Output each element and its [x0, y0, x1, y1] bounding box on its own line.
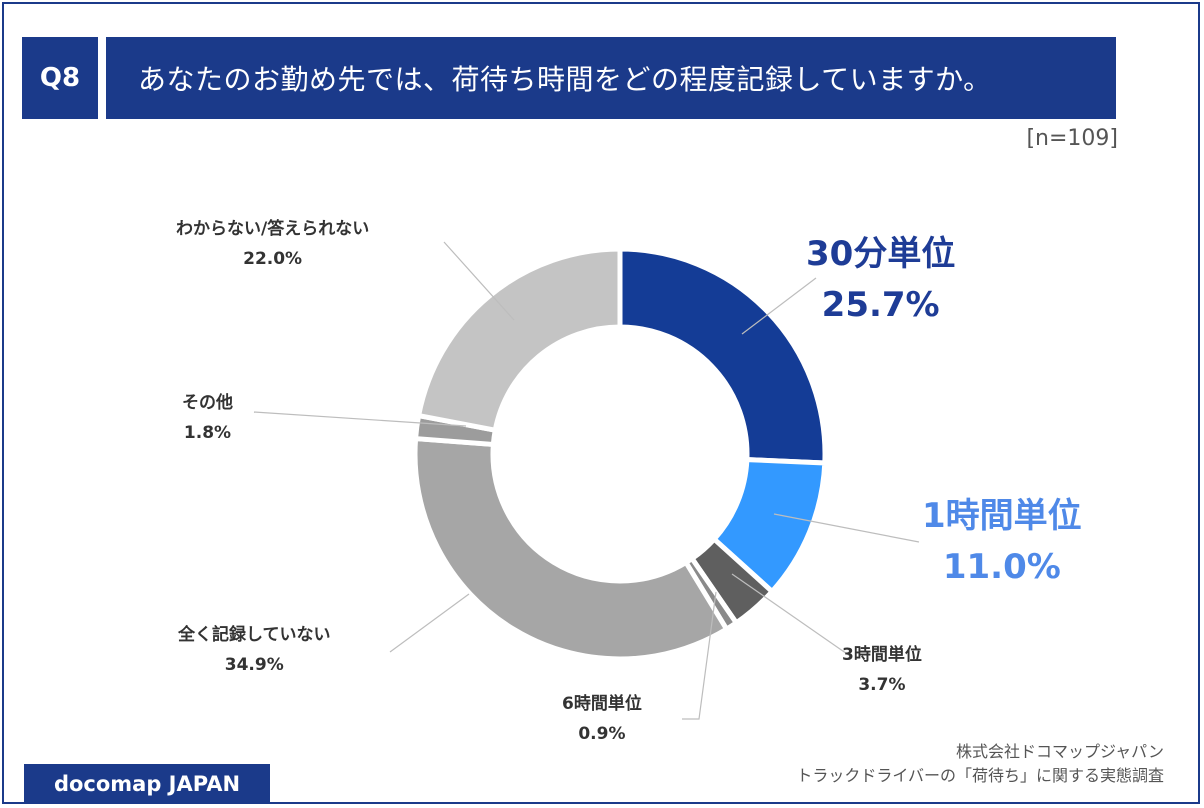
slice-label-3hour: 3時間単位 3.7%	[842, 640, 922, 695]
slice-label-unknown: わからない/答えられない 22.0%	[176, 214, 369, 269]
slice-name: 6時間単位	[562, 694, 642, 714]
company-logo: docomap JAPAN	[24, 764, 270, 802]
leader-line-3hour	[731, 573, 851, 657]
leader-line-6hour	[682, 591, 717, 720]
credit-company: 株式会社ドコマップジャパン	[955, 742, 1164, 761]
slice-percent: 11.0%	[942, 547, 1061, 587]
slice-name: わからない/答えられない	[176, 219, 370, 239]
slice-percent: 22.0%	[243, 249, 303, 269]
slice-name: 30分単位	[806, 234, 956, 274]
slice-label-not-recorded: 全く記録していない 34.9%	[178, 620, 331, 675]
slice-percent: 3.7%	[858, 675, 906, 695]
question-title: あなたのお勤め先では、荷待ち時間をどの程度記録していますか。	[106, 37, 1116, 119]
slice-unknown	[415, 246, 623, 434]
slice-30min	[617, 246, 828, 466]
leader-line-unknown	[443, 241, 515, 321]
slice-name: 1時間単位	[922, 496, 1082, 536]
slice-percent: 0.9%	[578, 724, 626, 744]
slice-percent: 1.8%	[183, 423, 232, 443]
leader-line-1hour	[773, 513, 920, 543]
slice-name: 全く記録していない	[178, 625, 331, 645]
slice-name: その他	[182, 393, 233, 413]
leader-line-not-recorded	[389, 593, 470, 653]
leader-line-30min	[741, 277, 817, 335]
slice-label-other: その他 1.8%	[182, 388, 233, 443]
slice-label-1hour: 1時間単位 11.0%	[922, 488, 1082, 587]
slice-not-recorded	[412, 435, 730, 662]
slice-label-30min: 30分単位 25.7%	[806, 226, 955, 325]
slice-percent: 25.7%	[821, 285, 940, 325]
source-credit: 株式会社ドコマップジャパン トラックドライバーの「荷待ち」に関する実態調査	[796, 740, 1164, 788]
leader-line-other	[253, 411, 467, 427]
sample-size: [n=109]	[1026, 126, 1118, 151]
slice-label-6hour: 6時間単位 0.9%	[562, 689, 642, 744]
question-number: Q8	[22, 37, 98, 119]
slice-percent: 34.9%	[224, 655, 284, 675]
credit-survey: トラックドライバーの「荷待ち」に関する実態調査	[796, 766, 1164, 785]
donut-chart	[253, 241, 920, 720]
slice-name: 3時間単位	[842, 645, 922, 665]
